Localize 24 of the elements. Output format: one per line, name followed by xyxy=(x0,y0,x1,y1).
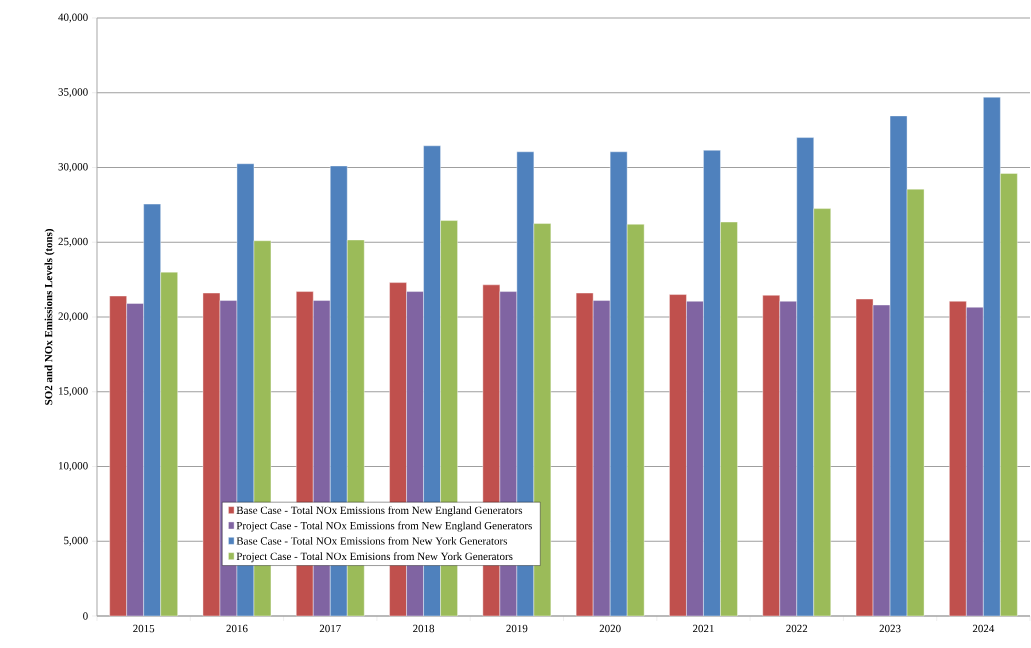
x-tick-label: 2021 xyxy=(692,624,714,633)
x-tick-label: 2019 xyxy=(506,624,528,633)
legend-label: Base Case - Total NOx Emissions from New England Generators xyxy=(236,506,523,517)
y-tick-label: 0 xyxy=(83,612,88,620)
x-tick-label: 2022 xyxy=(786,624,808,633)
legend-label: Project Case - Total NOx Emisions from New York Generators xyxy=(236,552,513,563)
x-tick-label: 2024 xyxy=(972,624,995,633)
y-tick-label: 20,000 xyxy=(58,312,88,322)
x-tick-label: 2016 xyxy=(226,624,248,633)
y-tick-label: 40,000 xyxy=(58,13,88,23)
y-axis-title: SO2 and NOx Emissions Levels (tons) xyxy=(44,229,55,405)
x-tick-label: 2015 xyxy=(133,624,155,633)
x-tick-label: 2017 xyxy=(319,624,341,633)
x-tick-label: 2018 xyxy=(413,624,435,633)
y-tick-label: 30,000 xyxy=(58,163,88,172)
x-tick-label: 2020 xyxy=(599,624,621,633)
y-tick-label: 25,000 xyxy=(58,237,88,247)
y-tick-label: 15,000 xyxy=(58,387,88,397)
y-tick-label: 10,000 xyxy=(58,462,88,471)
legend-label: Base Case - Total NOx Emissions from New York Generators xyxy=(236,536,508,545)
y-tick-label: 35,000 xyxy=(58,88,88,98)
y-tick-label: 5,000 xyxy=(64,536,88,546)
x-tick-label: 2023 xyxy=(879,624,901,633)
legend-label: Project Case - Total NOx Emissions from New England Generators xyxy=(236,521,532,532)
